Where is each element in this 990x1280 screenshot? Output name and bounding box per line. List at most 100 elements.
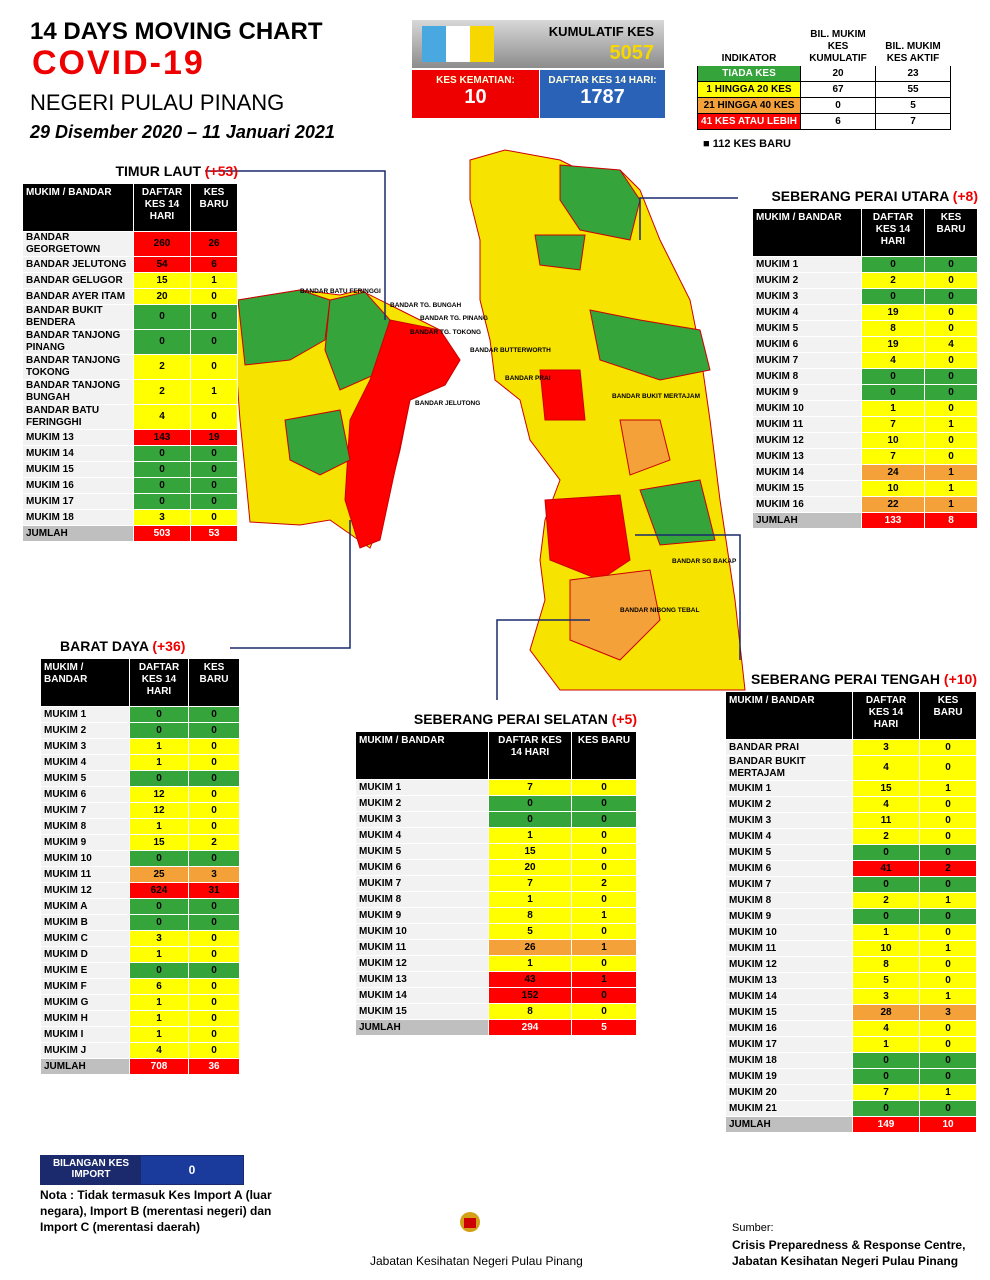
import-box: BILANGAN KES IMPORT 0: [40, 1155, 244, 1185]
area-name: MUKIM 7: [725, 876, 853, 893]
cases-14d: 1: [129, 738, 189, 755]
area-name: MUKIM 8: [752, 368, 862, 385]
cases-14d: 0: [129, 914, 189, 931]
area-name: MUKIM 1: [752, 256, 862, 273]
new-cases: 0: [571, 955, 637, 972]
new-cases: 4: [924, 336, 978, 353]
connector: [205, 170, 386, 320]
header-cell: KES BARU: [919, 691, 977, 740]
new-cases: 0: [924, 320, 978, 337]
new-cases: 0: [571, 859, 637, 876]
area-name: MUKIM 1: [40, 706, 130, 723]
district-table: MUKIM / BANDAR DAFTAR KES 14 HARI KES BARU…: [725, 691, 977, 1133]
new-cases: 2: [188, 834, 240, 851]
title: 14 DAYS MOVING CHART: [30, 18, 323, 45]
area-name: BANDAR JELUTONG: [22, 256, 134, 273]
flag-white: [446, 26, 470, 62]
district-title: SEBERANG PERAI TENGAH (+10): [725, 671, 977, 687]
new-cases: 0: [924, 288, 978, 305]
connector: [635, 534, 741, 660]
deaths-label: KES KEMATIAN:: [436, 75, 515, 86]
cases-14d: 7: [488, 875, 572, 892]
cases-14d: 7: [488, 779, 572, 796]
new-cases: 0: [188, 994, 240, 1011]
cases-14d: 1: [488, 827, 572, 844]
area-name: MUKIM A: [40, 898, 130, 915]
map-label: BANDAR PRAI: [505, 375, 551, 382]
table-row: MUKIM 18 3 0: [22, 509, 238, 526]
new-cases: 31: [188, 882, 240, 899]
table-row: BANDAR TANJONG PINANG 0 0: [22, 329, 238, 355]
cases-14d: 7: [852, 1084, 920, 1101]
new-cases: 112 KES BARU: [712, 138, 791, 150]
table-row: MUKIM 5 15 0: [355, 843, 637, 860]
new-cases: 0: [190, 493, 238, 510]
cases-14d: 1: [129, 754, 189, 771]
header-cell: KES BARU: [190, 183, 238, 232]
table-header: MUKIM / BANDAR DAFTAR KES 14 HARI KES BARU: [725, 691, 977, 740]
import-note: Nota : Tidak termasuk Kes Import A (luar…: [40, 1188, 272, 1234]
area-name: MUKIM 4: [40, 754, 130, 771]
area-name: MUKIM 10: [355, 923, 489, 940]
new-cases: 0: [188, 1026, 240, 1043]
area-name: MUKIM 12: [355, 955, 489, 972]
total-row: JUMLAH 708 36: [40, 1058, 240, 1075]
table-row: MUKIM 10 5 0: [355, 923, 637, 940]
cases-14d: 0: [852, 1100, 920, 1117]
new-cases: 0: [190, 477, 238, 494]
new-cases: 0: [188, 914, 240, 931]
district: SEBERANG PERAI TENGAH (+10) MUKIM / BANDA…: [725, 671, 977, 1133]
total-row: JUMLAH 294 5: [355, 1019, 637, 1036]
map-label: BANDAR JELUTONG: [415, 400, 480, 407]
active-box: DAFTAR KES 14 HARI: 1787: [540, 70, 665, 118]
table-row: BANDAR JELUTONG 54 6: [22, 256, 238, 273]
cases-14d: 10: [852, 940, 920, 957]
table-header: MUKIM / BANDAR DAFTAR KES 14 HARI KES BARU: [355, 731, 637, 780]
cases-14d: 143: [133, 429, 191, 446]
table-row: MUKIM 15 8 0: [355, 1003, 637, 1020]
cases-14d: 0: [133, 461, 191, 478]
cases-14d: 2: [852, 892, 920, 909]
new-cases: 0: [924, 400, 978, 417]
legend-head: BIL. MUKIM KES KUMULATIF: [800, 28, 876, 66]
legend-table: INDIKATOR BIL. MUKIM KES KUMULATIF BIL. MU…: [697, 28, 951, 130]
cases-14d: 15: [133, 272, 191, 289]
cases-14d: 3: [852, 739, 920, 756]
district-name: SEBERANG PERAI SELATAN: [413, 711, 608, 727]
mainland-orange: [619, 419, 671, 476]
legend-indicator: 1 HINGGA 20 KES: [697, 81, 801, 98]
mainland-red: [544, 494, 631, 581]
total-row: JUMLAH 133 8: [752, 512, 978, 529]
cases-14d: 54: [133, 256, 191, 273]
mainland-red: [539, 369, 586, 421]
district-title: TIMUR LAUT (+53): [22, 163, 238, 179]
import-value: 0: [141, 1156, 243, 1184]
table-row: MUKIM 13 7 0: [752, 448, 978, 465]
table-row: BANDAR BUKIT BENDERA 0 0: [22, 304, 238, 330]
area-name: MUKIM 9: [725, 908, 853, 925]
table-row: MUKIM 13 5 0: [725, 972, 977, 989]
table-row: BANDAR PRAI 3 0: [725, 739, 977, 756]
district-name: TIMUR LAUT: [115, 163, 202, 179]
title-covid: COVID-19: [32, 44, 205, 82]
table-row: MUKIM 17 1 0: [725, 1036, 977, 1053]
area-name: MUKIM 13: [725, 972, 853, 989]
area-name: BANDAR TANJONG PINANG: [22, 329, 134, 355]
table-row: MUKIM 20 7 1: [725, 1084, 977, 1101]
cases-14d: 1: [129, 994, 189, 1011]
map-label: BANDAR BATU FERINGGI: [300, 288, 381, 295]
cases-14d: 0: [133, 477, 191, 494]
connector: [230, 520, 351, 649]
table-row: MUKIM 12 1 0: [355, 955, 637, 972]
new-cases: 1: [924, 464, 978, 481]
cases-14d: 1: [129, 1010, 189, 1027]
connector: [496, 619, 590, 700]
active-value: 1787: [580, 86, 625, 108]
new-cases: 0: [190, 509, 238, 526]
header-cell: MUKIM / BANDAR: [752, 208, 862, 257]
new-cases: 0: [924, 304, 978, 321]
new-cases: 0: [571, 1003, 637, 1020]
